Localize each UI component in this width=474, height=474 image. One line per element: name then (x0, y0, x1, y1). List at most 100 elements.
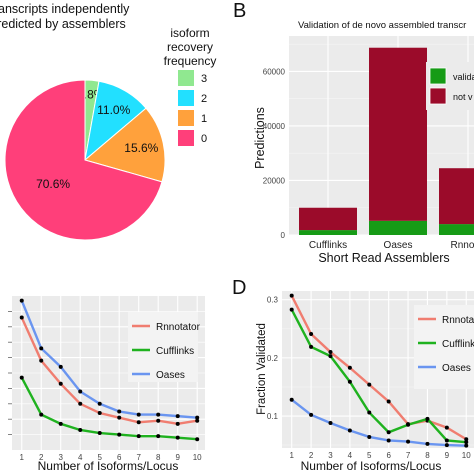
data-point (464, 443, 469, 448)
data-point (97, 401, 102, 406)
data-point (117, 432, 122, 437)
legend-label-oases: Oases (156, 370, 185, 381)
bar-rnnotat-notv (439, 168, 474, 225)
y-tick-label: 0 (281, 231, 286, 240)
data-point (39, 412, 44, 417)
x-tick-label: 1 (20, 453, 25, 462)
panel-c-line-chart-legend (128, 312, 198, 382)
panel-letter-b: B (233, 0, 246, 22)
data-point (425, 416, 430, 421)
legend-label: not v (453, 92, 473, 102)
panel-c-line-chart: 1 2 3 4 5 6 7 8 9 10 Rnnotator Cufflinks Oases Number… (8, 296, 205, 473)
legend-label-rnnotator: Rnnotator (156, 322, 201, 333)
data-point (19, 375, 24, 380)
bar-rnnotat-valida (439, 224, 474, 235)
data-point (58, 364, 63, 369)
x-tick-label: 3 (59, 453, 64, 462)
data-point (195, 418, 200, 423)
series-line-oases (290, 398, 467, 447)
data-point (289, 307, 294, 312)
legend-label-oases: Oases (442, 363, 471, 374)
panel-d-line-chart-ylabel: Fraction Validated (256, 323, 268, 415)
data-point (289, 397, 294, 402)
legend-label-1: 1 (201, 113, 207, 125)
data-point (58, 381, 63, 386)
legend-swatch-valida (429, 67, 447, 85)
x-tick-label: 2 (309, 451, 314, 460)
y-tick-label: 20000 (263, 176, 286, 185)
data-point (347, 365, 352, 370)
pie-label-2: 11.0% (97, 103, 130, 117)
legend-swatch-notv (429, 87, 447, 105)
data-point (156, 412, 161, 417)
data-point (386, 430, 391, 435)
x-tick-label: 5 (98, 453, 103, 462)
data-point (309, 412, 314, 417)
y-tick-label: 0.2 (267, 354, 279, 363)
data-point (175, 421, 180, 426)
series-line-cufflinks (20, 377, 198, 441)
data-point (309, 332, 314, 337)
panel-b-ylabel: Predictions (253, 107, 267, 169)
x-tick-label: 8 (156, 453, 161, 462)
data-point (156, 418, 161, 423)
legend-label-3: 3 (201, 73, 207, 85)
data-point (175, 414, 180, 419)
legend-label-rnnotator: Rnnotator (442, 315, 474, 326)
data-point (328, 420, 333, 425)
data-point (39, 358, 44, 363)
data-point (464, 440, 469, 445)
data-point (156, 434, 161, 439)
legend-label-cufflinks: Cufflinks (156, 346, 194, 357)
data-point (19, 315, 24, 320)
panel-d-line-chart: 0.1 0.2 0.3 1 2 3 4 5 6 7 8 9 10 Rnnotator Cufflinks Oa… (232, 277, 474, 473)
panel-c-line-chart-xlabel: Number of Isoforms/Locus (38, 459, 179, 473)
legend-swatch-2 (178, 90, 194, 106)
pie-slice-0 (4, 79, 163, 241)
x-tick-label: 1 (289, 451, 294, 460)
legend-swatch-3 (178, 70, 194, 86)
data-point (58, 421, 63, 426)
data-point (78, 389, 83, 394)
pie-label-0: 70.6% (36, 177, 70, 191)
bar-cufflinks-valida (299, 230, 357, 235)
x-tick-label: 6 (386, 451, 391, 460)
data-point (97, 411, 102, 416)
x-tick-label: 8 (425, 451, 430, 460)
data-point (367, 410, 372, 415)
data-point (328, 354, 333, 359)
series-line-oases (20, 300, 198, 419)
legend-label-cufflinks: Cufflinks (442, 339, 474, 350)
y-tick-label: 0.1 (267, 412, 279, 421)
x-tick-label: Rnnotat (450, 240, 474, 251)
data-point (117, 415, 122, 420)
legend-swatch-1 (178, 110, 194, 126)
series-line-rnnotator (290, 295, 467, 441)
data-point (195, 415, 200, 420)
legend-label: valida (453, 72, 474, 82)
data-point (136, 434, 141, 439)
legend-label-2: 2 (201, 93, 207, 105)
panel-b-bar-chart: B Validation of de novo assembled transcr… (233, 0, 474, 265)
data-point (444, 443, 449, 448)
data-point (309, 344, 314, 349)
x-tick-label: Oases (384, 240, 413, 251)
panel-letter-d: D (232, 277, 246, 299)
data-point (425, 441, 430, 446)
data-point (136, 420, 141, 425)
panel-b-title: Validation of de novo assembled transcr (298, 20, 466, 31)
data-point (136, 412, 141, 417)
x-tick-label: 10 (193, 453, 202, 462)
data-point (444, 425, 449, 430)
bar-oases-notv (369, 47, 427, 221)
data-point (39, 346, 44, 351)
x-tick-label: 4 (348, 451, 353, 460)
x-tick-label: 7 (136, 453, 141, 462)
panel-b-xlabel: Short Read Assemblers (318, 251, 449, 265)
data-point (289, 293, 294, 298)
panel-a-title: Transcripts independently predicted by as… (0, 2, 130, 31)
data-point (19, 298, 24, 303)
x-tick-label: 2 (39, 453, 44, 462)
data-point (347, 428, 352, 433)
